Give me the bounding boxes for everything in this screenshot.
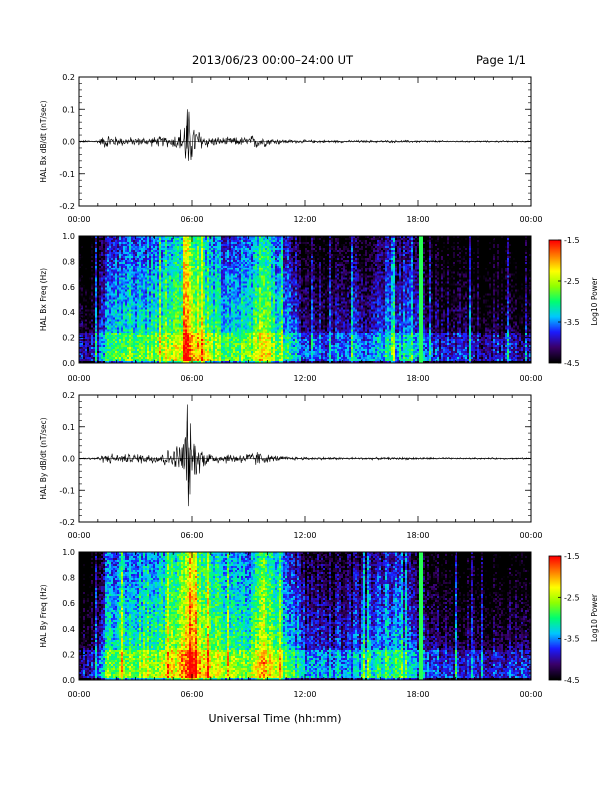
spectrogram-heatmap xyxy=(79,552,531,680)
x-tick-label: 00:00 xyxy=(67,690,90,699)
colorbar-tick-label: -1.5 xyxy=(564,552,580,561)
y-tick-label: 0.8 xyxy=(62,574,75,583)
y-tick-label: 1.0 xyxy=(62,232,75,241)
y-tick-label: 1.0 xyxy=(62,548,75,557)
colorbar xyxy=(549,556,561,680)
y-tick-label: -0.1 xyxy=(59,170,75,179)
y-tick-label: 0.0 xyxy=(62,359,75,368)
waveform-series xyxy=(78,109,532,161)
colorbar-tick-label: -2.5 xyxy=(564,277,580,286)
colorbar-tick-label: -4.5 xyxy=(564,359,580,368)
y-tick-label: 0.0 xyxy=(62,138,75,147)
page-number: Page 1/1 xyxy=(476,53,527,67)
spectrogram-heatmap xyxy=(79,236,531,363)
y-tick-label: 0.2 xyxy=(62,650,75,659)
y-tick-label: -0.1 xyxy=(59,486,75,495)
y-tick-label: 0.4 xyxy=(62,625,75,634)
y-tick-label: 0.1 xyxy=(62,105,75,114)
x-tick-label: 12:00 xyxy=(293,374,316,383)
x-tick-label: 18:00 xyxy=(406,374,429,383)
x-tick-label: 00:00 xyxy=(519,215,542,224)
colorbar-tick-label: -4.5 xyxy=(564,676,580,685)
x-tick-label: 00:00 xyxy=(67,531,90,540)
x-axis-title: Universal Time (hh:mm) xyxy=(209,712,342,725)
x-tick-label: 00:00 xyxy=(519,531,542,540)
y-axis-title: HAL By dB/dt (nT/sec) xyxy=(39,417,48,499)
colorbar-tick-label: -2.5 xyxy=(564,593,580,602)
page-title: 2013/06/23 00:00–24:00 UT xyxy=(192,53,354,67)
x-tick-label: 00:00 xyxy=(519,374,542,383)
x-tick-label: 12:00 xyxy=(293,531,316,540)
y-tick-label: 0.1 xyxy=(62,423,75,432)
y-axis-title: HAL By Freq (Hz) xyxy=(39,584,48,647)
x-tick-label: 18:00 xyxy=(406,215,429,224)
y-tick-label: 0.0 xyxy=(62,455,75,464)
colorbar-title: Log10 Power xyxy=(590,277,599,326)
y-tick-label: 0.2 xyxy=(62,391,75,400)
x-tick-label: 12:00 xyxy=(293,690,316,699)
colorbar-tick-label: -1.5 xyxy=(564,236,580,245)
y-tick-label: 0.6 xyxy=(62,599,75,608)
y-tick-label: 0.2 xyxy=(62,334,75,343)
x-tick-label: 18:00 xyxy=(406,531,429,540)
x-tick-label: 18:00 xyxy=(406,690,429,699)
y-tick-label: 0.2 xyxy=(62,73,75,82)
y-axis-title: HAL Bx dB/dt (nT/sec) xyxy=(39,100,48,182)
x-tick-label: 00:00 xyxy=(519,690,542,699)
y-tick-label: 0.6 xyxy=(62,283,75,292)
y-tick-label: 0.0 xyxy=(62,676,75,685)
x-tick-label: 06:00 xyxy=(180,215,203,224)
colorbar-title: Log10 Power xyxy=(590,593,599,642)
x-tick-label: 00:00 xyxy=(67,374,90,383)
y-tick-label: -0.2 xyxy=(59,518,75,527)
y-tick-label: -0.2 xyxy=(59,202,75,211)
waveform-series xyxy=(78,404,532,507)
x-tick-label: 06:00 xyxy=(180,531,203,540)
colorbar-tick-label: -3.5 xyxy=(564,635,580,644)
y-axis-title: HAL Bx Freq (Hz) xyxy=(39,268,48,331)
x-tick-label: 00:00 xyxy=(67,215,90,224)
colorbar-tick-label: -3.5 xyxy=(564,318,580,327)
colorbar xyxy=(549,240,561,363)
x-tick-label: 06:00 xyxy=(180,690,203,699)
x-tick-label: 12:00 xyxy=(293,215,316,224)
x-tick-label: 06:00 xyxy=(180,374,203,383)
y-tick-label: 0.4 xyxy=(62,308,75,317)
y-tick-label: 0.8 xyxy=(62,257,75,266)
